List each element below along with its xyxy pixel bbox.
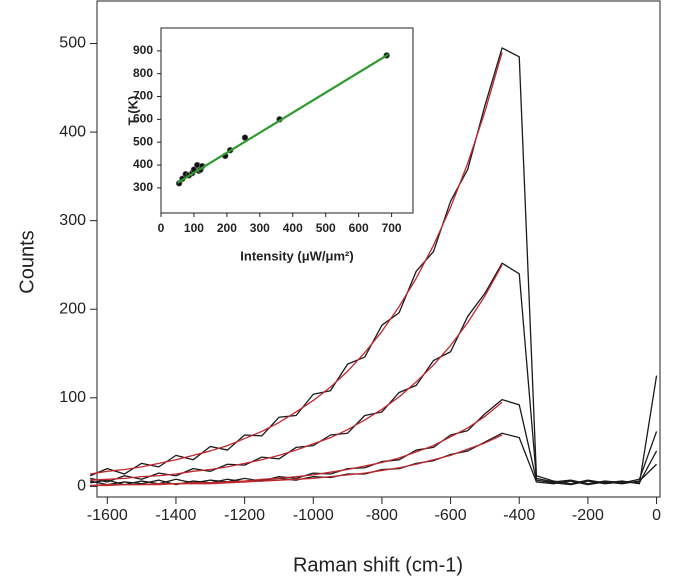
x-tick-label: -1600 [87, 507, 128, 524]
x-tick-label: -800 [366, 507, 398, 524]
y-tick-label: 400 [133, 157, 153, 171]
y-tick-label: 300 [133, 180, 153, 194]
y-tick-label: 0 [77, 478, 86, 495]
y-tick-label: 200 [59, 300, 86, 317]
inset-frame [160, 27, 414, 214]
y-tick-label: 600 [133, 112, 153, 126]
inset-x-label: Intensity (μW/μm²) [240, 248, 353, 263]
x-tick-label: 700 [382, 221, 402, 235]
y-tick-label: 900 [133, 43, 153, 57]
x-tick-label: -1000 [293, 507, 334, 524]
x-tick-label: -600 [435, 507, 467, 524]
y-tick-label: 700 [133, 89, 153, 103]
data-line [90, 52, 503, 475]
x-tick-label: 300 [250, 221, 270, 235]
data-line [90, 434, 503, 487]
y-tick-label: 500 [59, 35, 86, 52]
y-tick-label: 300 [59, 212, 86, 229]
x-axis-label: Raman shift (cm-1) [293, 554, 463, 576]
x-tick-label: -400 [503, 507, 535, 524]
data-line [90, 401, 503, 487]
x-tick-label: 0 [652, 507, 661, 524]
y-tick-label: 100 [59, 389, 86, 406]
x-tick-label: 100 [184, 221, 204, 235]
x-tick-label: 200 [217, 221, 237, 235]
x-tick-label: 600 [349, 221, 369, 235]
y-tick-label: 500 [133, 134, 153, 148]
x-tick-label: -200 [572, 507, 604, 524]
fit-line [176, 53, 389, 184]
x-tick-label: 500 [316, 221, 336, 235]
data-line [90, 264, 503, 481]
x-tick-label: 400 [283, 221, 303, 235]
inset-y-label: T (K) [125, 96, 140, 126]
x-tick-label: -1200 [224, 507, 265, 524]
y-axis-label: Counts [16, 230, 38, 293]
x-tick-label: 0 [158, 221, 165, 235]
x-tick-label: -1400 [155, 507, 196, 524]
y-tick-label: 800 [133, 66, 153, 80]
y-tick-label: 400 [59, 123, 86, 140]
